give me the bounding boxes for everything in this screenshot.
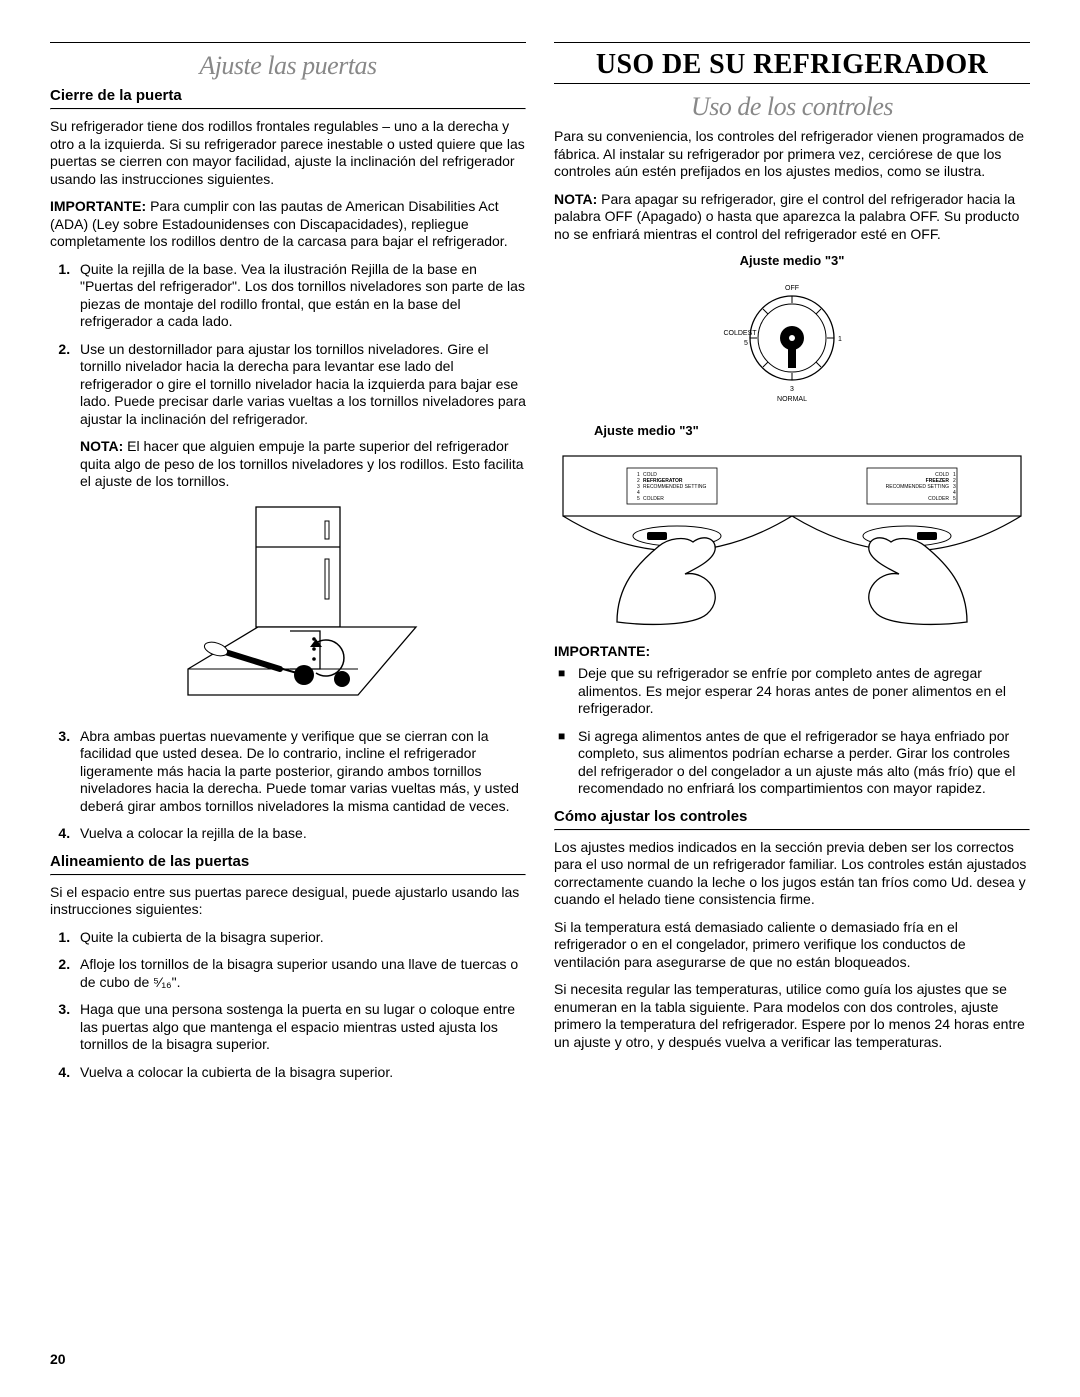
align-step-3: Haga que una persona sostenga la puerta … bbox=[74, 1001, 526, 1054]
heading-door-alignment: Alineamiento de las puertas bbox=[50, 853, 526, 870]
step-2: Use un destornillador para ajustar los t… bbox=[74, 341, 526, 491]
para-alignment-intro: Si el espacio entre sus puertas parece d… bbox=[50, 884, 526, 919]
main-heading-uso: USO DE SU REFRIGERADOR bbox=[554, 49, 1030, 81]
dial-coldest: COLDEST bbox=[723, 330, 757, 337]
left-column: Ajuste las puertas Cierre de la puerta S… bbox=[50, 40, 526, 1091]
dial-1: 1 bbox=[838, 336, 842, 343]
right-column: USO DE SU REFRIGERADOR Uso de los contro… bbox=[554, 40, 1030, 1091]
para-adjust-3: Si necesita regular las temperaturas, ut… bbox=[554, 981, 1030, 1051]
para-controls-intro: Para su conveniencia, los controles del … bbox=[554, 128, 1030, 181]
para-importante-ada: IMPORTANTE: Para cumplir con las pautas … bbox=[50, 198, 526, 251]
para-off-note: NOTA: Para apagar su refrigerador, gire … bbox=[554, 191, 1030, 244]
para-door-intro: Su refrigerador tiene dos rodillos front… bbox=[50, 118, 526, 188]
importante-label: IMPORTANTE: bbox=[554, 643, 1030, 659]
fig-dial: OFF COLDEST 5 1 3 NORMAL bbox=[554, 276, 1030, 409]
section-title-adjust-doors: Ajuste las puertas bbox=[50, 51, 526, 81]
nota-step2: NOTA: El hacer que alguien empuje la par… bbox=[80, 438, 526, 491]
align-step-4: Vuelva a colocar la cubierta de la bisag… bbox=[74, 1064, 526, 1082]
step-1: Quite la rejilla de la base. Vea la ilus… bbox=[74, 261, 526, 331]
svg-text:RECOMMENDED SETTING: RECOMMENDED SETTING bbox=[886, 484, 949, 490]
leveling-icon bbox=[158, 501, 418, 711]
section-title-controls: Uso de los controles bbox=[554, 92, 1030, 122]
svg-text:RECOMMENDED SETTING: RECOMMENDED SETTING bbox=[643, 484, 706, 490]
align-step-1: Quite la cubierta de la bisagra superior… bbox=[74, 929, 526, 947]
para-adjust-1: Los ajustes medios indicados en la secci… bbox=[554, 839, 1030, 909]
para-adjust-2: Si la temperatura está demasiado calient… bbox=[554, 919, 1030, 972]
svg-text:5: 5 bbox=[637, 496, 640, 502]
bullet-cool-first: Deje que su refrigerador se enfríe por c… bbox=[578, 665, 1030, 718]
dial-normal: NORMAL bbox=[777, 396, 807, 403]
dial-5: 5 bbox=[744, 340, 748, 347]
heading-door-closing: Cierre de la puerta bbox=[50, 87, 526, 104]
svg-text:COLDER: COLDER bbox=[928, 496, 949, 502]
heading-adjust-controls: Cómo ajustar los controles bbox=[554, 808, 1030, 825]
dial-off: OFF bbox=[785, 285, 799, 292]
fig2-caption: Ajuste medio "3" bbox=[594, 423, 1030, 438]
step-3: Abra ambas puertas nuevamente y verifiqu… bbox=[74, 728, 526, 816]
bullet-spoil-warning: Si agrega alimentos antes de que el refr… bbox=[578, 728, 1030, 798]
fig1-caption: Ajuste medio "3" bbox=[554, 253, 1030, 268]
svg-text:5: 5 bbox=[953, 496, 956, 502]
dial-icon: OFF COLDEST 5 1 3 NORMAL bbox=[702, 276, 882, 406]
fig-panel-hands: 1 COLD 2 REFRIGERATOR 3 RECOMMENDED SETT… bbox=[554, 446, 1030, 629]
panel-hands-icon: 1 COLD 2 REFRIGERATOR 3 RECOMMENDED SETT… bbox=[557, 446, 1027, 626]
dial-3: 3 bbox=[790, 386, 794, 393]
align-step-2: Afloje los tornillos de la bisagra super… bbox=[74, 956, 526, 991]
page-number: 20 bbox=[50, 1351, 66, 1367]
step-4: Vuelva a colocar la rejilla de la base. bbox=[74, 825, 526, 843]
svg-text:COLDER: COLDER bbox=[643, 496, 664, 502]
fig-leveling bbox=[50, 501, 526, 714]
